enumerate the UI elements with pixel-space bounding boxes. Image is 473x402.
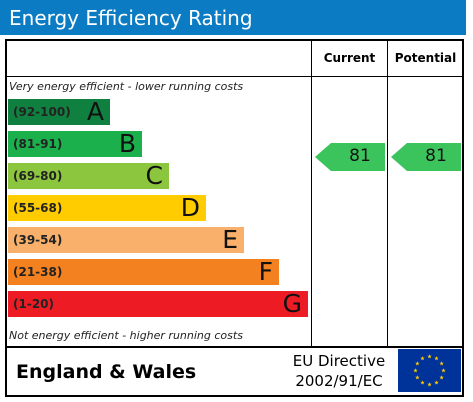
band-range: (92-100) xyxy=(13,105,71,119)
band-letter: C xyxy=(145,161,163,190)
band-letter: B xyxy=(118,129,136,158)
potential-rating-arrow: 81 xyxy=(391,143,461,171)
band-e: (39-54) E xyxy=(8,225,244,254)
band-range: (1-20) xyxy=(13,297,54,311)
band-range: (39-54) xyxy=(13,233,63,247)
flag-star xyxy=(441,368,446,373)
band-range: (69-80) xyxy=(13,169,63,183)
flag-star xyxy=(434,356,439,361)
eu-flag-icon xyxy=(398,349,461,392)
flag-star xyxy=(420,356,425,361)
band-d: (55-68) D xyxy=(8,193,206,222)
current-rating-value: 81 xyxy=(349,146,371,166)
rating-frame xyxy=(5,39,464,397)
title-bar: Energy Efficiency Rating xyxy=(0,0,466,35)
flag-star xyxy=(415,361,420,366)
flag-star xyxy=(439,361,444,366)
band-range: (21-38) xyxy=(13,265,63,279)
potential-rating-value: 81 xyxy=(425,146,447,166)
potential-column-header: Potential xyxy=(394,51,457,65)
column-divider-current xyxy=(311,41,312,346)
bottom-note: Not energy efficient - higher running co… xyxy=(9,329,243,342)
footer-divider xyxy=(7,346,462,348)
flag-star xyxy=(415,375,420,380)
arrow-shape xyxy=(315,143,385,171)
flag-star xyxy=(420,380,425,385)
band-letter: A xyxy=(86,97,104,126)
region-label: England & Wales xyxy=(16,361,197,383)
eu-directive: EU Directive 2002/91/EC xyxy=(276,351,402,391)
chart-title: Energy Efficiency Rating xyxy=(9,6,253,30)
directive-line-1: EU Directive xyxy=(292,352,386,370)
band-a: (92-100) A xyxy=(8,97,110,126)
band-b: (81-91) B xyxy=(8,129,142,158)
flag-star xyxy=(434,380,439,385)
flag-star xyxy=(427,354,432,359)
top-note: Very energy efficient - lower running co… xyxy=(9,80,244,93)
band-letter: D xyxy=(180,193,200,222)
flag-star xyxy=(439,375,444,380)
current-rating-arrow: 81 xyxy=(315,143,385,171)
band-f: (21-38) F xyxy=(8,257,279,286)
band-range: (55-68) xyxy=(13,201,63,215)
current-column-header: Current xyxy=(323,51,376,65)
band-range: (81-91) xyxy=(13,137,63,151)
band-letter: G xyxy=(282,289,302,318)
directive-line-2: 2002/91/EC xyxy=(295,372,383,390)
header-divider xyxy=(7,76,462,77)
band-c: (69-80) C xyxy=(8,161,169,190)
band-letter: F xyxy=(258,257,273,286)
arrow-shape xyxy=(391,143,461,171)
column-divider-potential xyxy=(387,41,388,346)
flag-star xyxy=(413,368,418,373)
flag-star xyxy=(427,382,432,387)
band-g: (1-20) G xyxy=(8,289,308,318)
band-letter: E xyxy=(222,225,238,254)
